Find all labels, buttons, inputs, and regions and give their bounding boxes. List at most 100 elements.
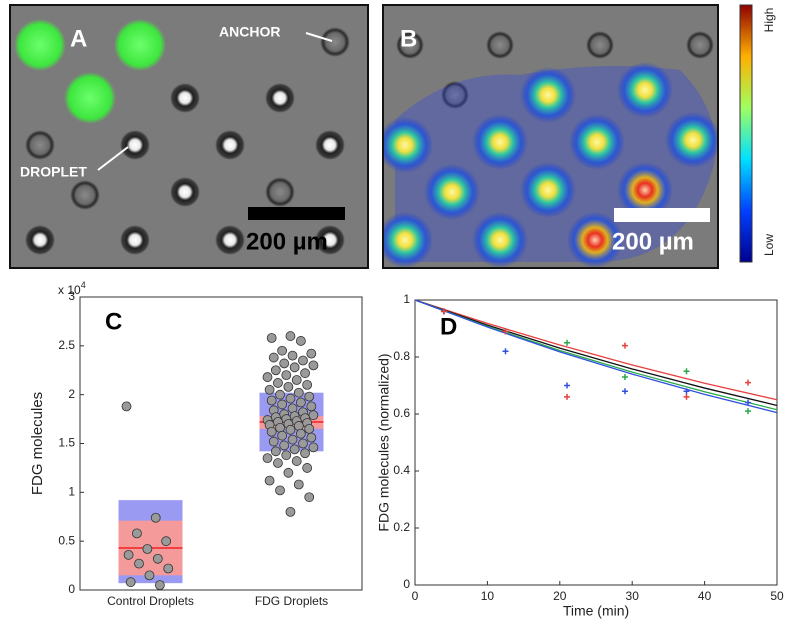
tick-label: 30 bbox=[626, 589, 640, 603]
data-point bbox=[266, 395, 277, 406]
panel-label: C bbox=[105, 308, 122, 335]
tick-label: 50 bbox=[770, 589, 784, 603]
data-point bbox=[564, 339, 571, 346]
droplet bbox=[170, 177, 200, 207]
data-point bbox=[154, 580, 165, 591]
data-point bbox=[277, 399, 288, 410]
tick-label: 1 bbox=[403, 292, 410, 306]
panel-label: D bbox=[440, 313, 457, 340]
data-point bbox=[134, 558, 144, 569]
data-point bbox=[273, 378, 283, 388]
data-point bbox=[275, 485, 285, 496]
data-point bbox=[683, 393, 690, 400]
fluorescent-droplet bbox=[114, 19, 166, 71]
data-point bbox=[262, 453, 273, 464]
tick-label: 0.5 bbox=[58, 533, 75, 547]
data-point bbox=[273, 458, 283, 468]
multiplier-base: x 10 bbox=[58, 283, 81, 297]
data-point bbox=[295, 336, 306, 346]
y-axis-label: FDG molecules bbox=[29, 392, 46, 495]
data-point bbox=[285, 506, 296, 517]
axis-multiplier: x 104 bbox=[58, 280, 86, 297]
tick-label: 1 bbox=[68, 485, 75, 499]
data-point bbox=[163, 563, 174, 574]
data-point bbox=[264, 475, 275, 486]
tick-label: 0.8 bbox=[393, 349, 410, 363]
data-point bbox=[262, 372, 273, 382]
data-point bbox=[285, 393, 296, 404]
data-point bbox=[289, 362, 300, 373]
signal-spot bbox=[424, 164, 480, 220]
chart-c: Control Droplets FDG Droplets 0 0.5 1 1.5 2 2.5… bbox=[29, 280, 363, 608]
signal-spot bbox=[567, 212, 623, 268]
y-axis-label: FDG molecules (normalized) bbox=[376, 353, 392, 531]
data-point bbox=[295, 428, 306, 439]
tick-label: 20 bbox=[553, 589, 567, 603]
signal-spot bbox=[472, 212, 528, 268]
tick-label: 0.2 bbox=[393, 520, 410, 534]
data-point bbox=[291, 375, 302, 385]
anchor bbox=[396, 31, 424, 59]
data-point bbox=[279, 440, 290, 451]
data-point bbox=[683, 368, 690, 375]
data-point bbox=[277, 430, 288, 441]
data-point bbox=[621, 388, 628, 395]
axes-frame bbox=[414, 299, 778, 586]
data-point bbox=[142, 544, 153, 554]
droplet bbox=[320, 27, 350, 57]
data-point bbox=[564, 393, 571, 400]
data-point bbox=[283, 467, 294, 478]
data-point bbox=[298, 355, 308, 366]
data-point bbox=[306, 348, 317, 359]
tick-label: 2 bbox=[68, 387, 75, 401]
data-point bbox=[121, 401, 132, 412]
data-point bbox=[300, 368, 310, 379]
data-point bbox=[304, 391, 315, 402]
anchor bbox=[686, 31, 714, 59]
arrow bbox=[97, 146, 129, 171]
panel-border bbox=[9, 4, 369, 269]
droplet bbox=[265, 177, 295, 207]
data-point bbox=[745, 399, 752, 406]
data-point bbox=[308, 442, 319, 453]
fluorescent-droplet bbox=[64, 72, 116, 124]
data-point bbox=[150, 512, 161, 523]
anchor bbox=[441, 81, 469, 109]
droplet bbox=[70, 180, 100, 210]
tick-label: 0.4 bbox=[393, 463, 410, 477]
data-point bbox=[287, 434, 298, 445]
fit-line bbox=[414, 299, 778, 407]
droplet bbox=[315, 130, 345, 160]
data-point bbox=[266, 333, 277, 343]
data-point bbox=[302, 463, 313, 473]
tick-label: 0 bbox=[403, 577, 410, 591]
tick-label: 2.5 bbox=[58, 338, 75, 352]
data-point bbox=[304, 492, 315, 503]
signal-spot bbox=[665, 112, 718, 168]
data-point bbox=[302, 379, 313, 390]
colorbar-label: High bbox=[762, 8, 776, 33]
data-point bbox=[289, 444, 300, 455]
data-point bbox=[502, 348, 509, 355]
droplet bbox=[215, 225, 245, 255]
droplet bbox=[170, 83, 200, 113]
data-point bbox=[293, 479, 304, 490]
data-point bbox=[270, 365, 281, 376]
tick-label: 0 bbox=[412, 589, 419, 603]
droplet bbox=[25, 130, 55, 160]
x-tick-label: Control Droplets bbox=[107, 594, 194, 608]
data-point bbox=[683, 388, 690, 395]
droplet bbox=[25, 225, 55, 255]
fit-line bbox=[414, 299, 778, 414]
colorbar bbox=[739, 4, 753, 263]
data-point bbox=[123, 549, 134, 560]
data-point bbox=[125, 577, 136, 588]
data-point bbox=[308, 360, 319, 371]
data-point bbox=[287, 350, 298, 361]
signal-spot bbox=[520, 162, 576, 218]
anchor bbox=[486, 31, 514, 59]
data-point bbox=[300, 448, 310, 459]
data-point bbox=[285, 424, 296, 435]
data-point bbox=[291, 456, 302, 466]
scale-label: 200 µm bbox=[246, 228, 328, 255]
